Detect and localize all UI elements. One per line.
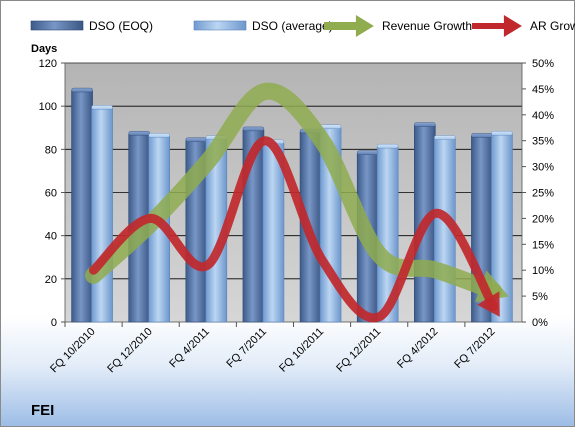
bar-cap	[377, 144, 398, 148]
y2-tick-label: 50%	[532, 58, 554, 70]
legend-label: DSO (average)	[252, 19, 333, 33]
bar-cap	[491, 131, 512, 135]
y2-tick-label: 20%	[532, 213, 554, 225]
y2-tick-label: 40%	[532, 110, 554, 122]
legend-item-dso-average-: DSO (average)	[194, 19, 333, 33]
bar-cap	[92, 105, 113, 109]
bar-cap	[414, 123, 435, 127]
x-tick-label: FQ 4/2012	[395, 326, 440, 371]
y-axis-title: Days	[31, 43, 57, 55]
y2-tick-label: 35%	[532, 136, 554, 148]
legend-swatch	[31, 21, 83, 30]
bar-cap	[72, 88, 93, 92]
y-tick-label: 0	[51, 317, 57, 329]
bar-dso-eoq-	[72, 91, 93, 322]
legend-swatch-arrowhead	[356, 15, 374, 37]
y-tick-label: 120	[39, 58, 57, 70]
bar-cap	[434, 136, 455, 140]
y2-tick-label: 30%	[532, 162, 554, 174]
x-tick-label: FQ 4/2011	[167, 326, 212, 371]
legend-swatch	[194, 21, 246, 30]
bar-cap	[149, 133, 170, 137]
y-tick-label: 40	[45, 231, 57, 243]
y2-tick-label: 10%	[532, 265, 554, 277]
legend-item-dso-eoq-: DSO (EOQ)	[31, 19, 153, 33]
legend-swatch-arrowhead	[504, 15, 522, 37]
legend-item-revenue-growth: Revenue Growth	[324, 15, 472, 37]
y-tick-label: 60	[45, 188, 57, 200]
bar-cap	[243, 127, 264, 131]
company-label: FEI	[31, 402, 54, 419]
x-tick-label: FQ 7/2012	[452, 326, 497, 371]
x-tick-label: FQ 10/2010	[48, 326, 98, 376]
legend-item-ar-growth: AR Growth	[472, 15, 575, 37]
x-tick-label: FQ 7/2011	[224, 326, 269, 371]
y-tick-label: 20	[45, 274, 57, 286]
legend: DSO (EOQ) DSO (average) Revenue Growth AR G…	[31, 15, 575, 37]
x-tick-label: FQ 10/2011	[277, 326, 326, 375]
y2-tick-label: 25%	[532, 188, 554, 200]
x-tick-label: FQ 12/2010	[105, 326, 155, 376]
bar-dso-average-	[92, 108, 113, 322]
legend-label: AR Growth	[530, 19, 575, 33]
bar-cap	[129, 131, 150, 135]
y2-tick-label: 5%	[532, 291, 548, 303]
legend-label: DSO (EOQ)	[89, 19, 153, 33]
bar-cap	[471, 133, 492, 137]
y-tick-label: 80	[45, 144, 57, 156]
plot-area: 0 20 40 60 80 100 120 0% 5% 10% 15% 20% 25% 30% 35% 40%…	[39, 58, 555, 375]
y2-tick-label: 0%	[532, 317, 548, 329]
bar-cap	[186, 138, 207, 142]
y2-tick-label: 15%	[532, 239, 554, 251]
y2-tick-label: 45%	[532, 84, 554, 96]
legend-label: Revenue Growth	[382, 19, 472, 33]
bar-cap	[357, 151, 378, 155]
x-tick-label: FQ 12/2011	[334, 326, 383, 375]
y-tick-label: 100	[39, 101, 57, 113]
bar-dso-average-	[263, 143, 284, 322]
